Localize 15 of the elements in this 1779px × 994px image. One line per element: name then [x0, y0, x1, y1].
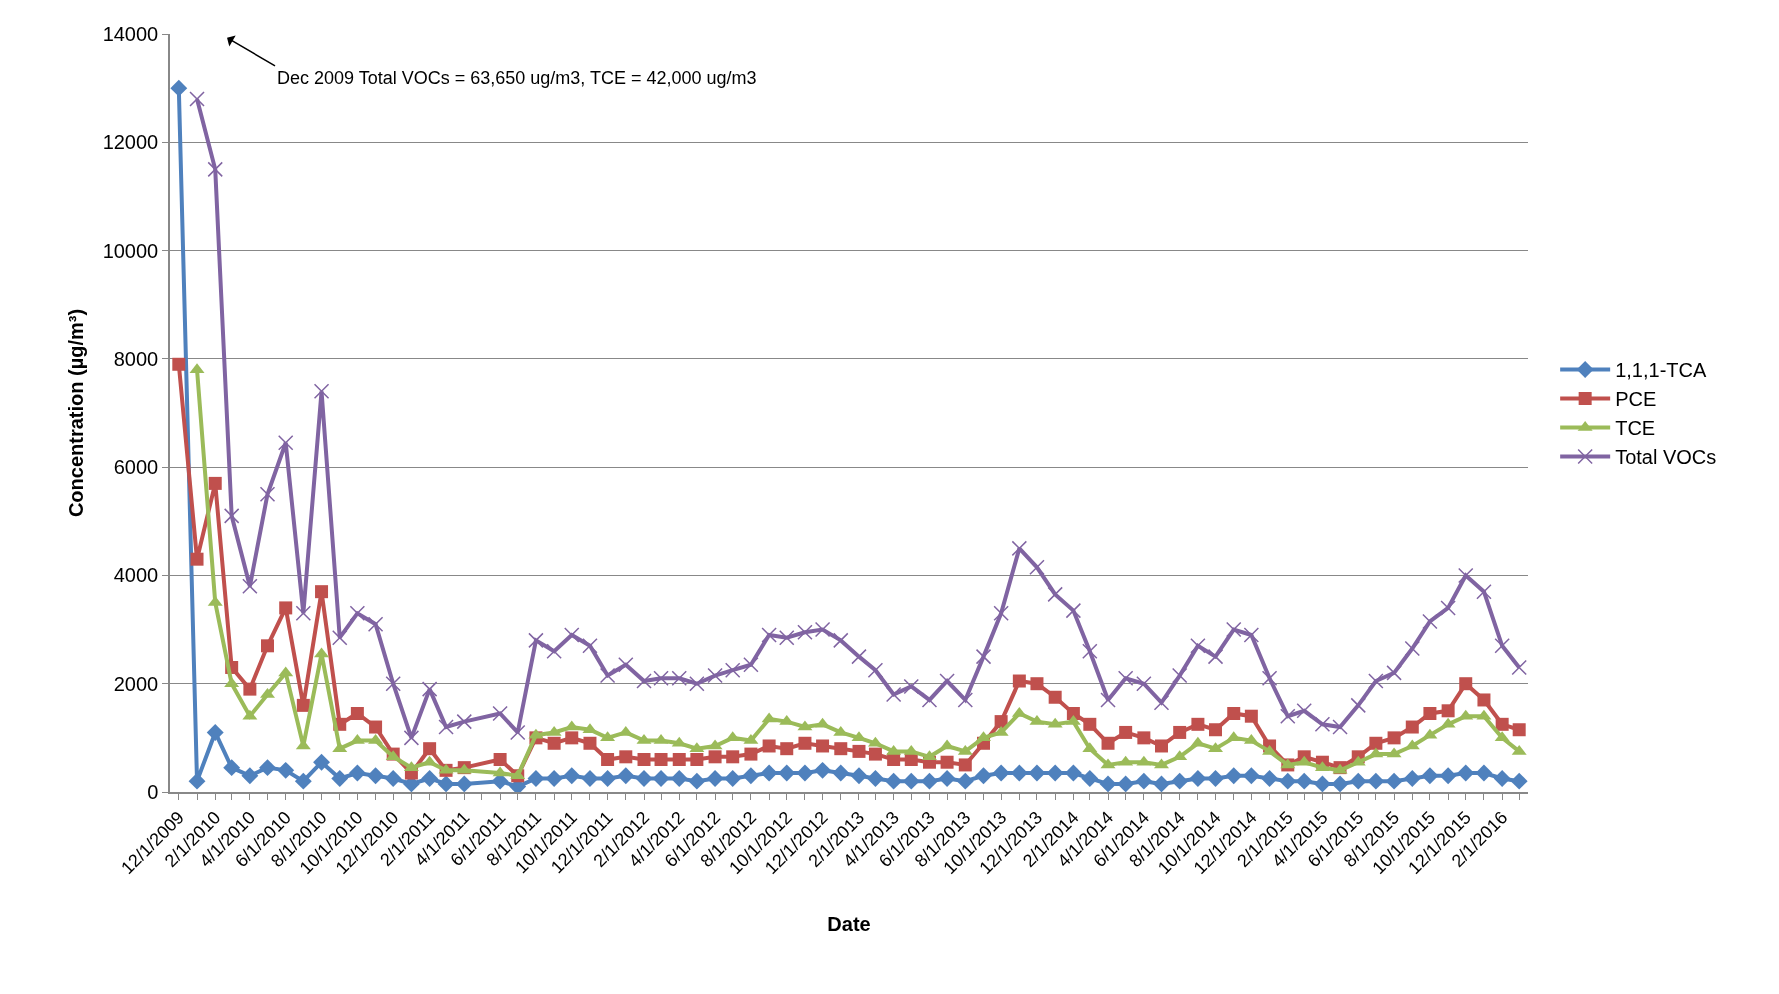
y-tick-label: 12000	[102, 131, 159, 154]
y-tick-label: 8000	[113, 347, 159, 370]
legend-label: Total VOCs	[1615, 446, 1717, 469]
legend-label: PCE	[1615, 388, 1657, 411]
y-tick-label: 10000	[102, 239, 159, 262]
y-tick-label: 2000	[113, 672, 159, 695]
y-tick-label: 4000	[113, 564, 159, 587]
x-axis-title: Date	[827, 913, 871, 936]
legend-label: TCE	[1615, 417, 1656, 440]
y-axis-title: Concentration (µg/m³)	[64, 308, 87, 518]
y-tick-label: 0	[147, 781, 159, 803]
y-tick-label: 6000	[113, 456, 159, 479]
annotation: Dec 2009 Total VOCs = 63,650 ug/m3, TCE = 42,000 ug/m3	[277, 68, 757, 88]
legend-label: 1,1,1-TCA	[1615, 359, 1707, 382]
y-tick-label: 14000	[102, 23, 159, 45]
